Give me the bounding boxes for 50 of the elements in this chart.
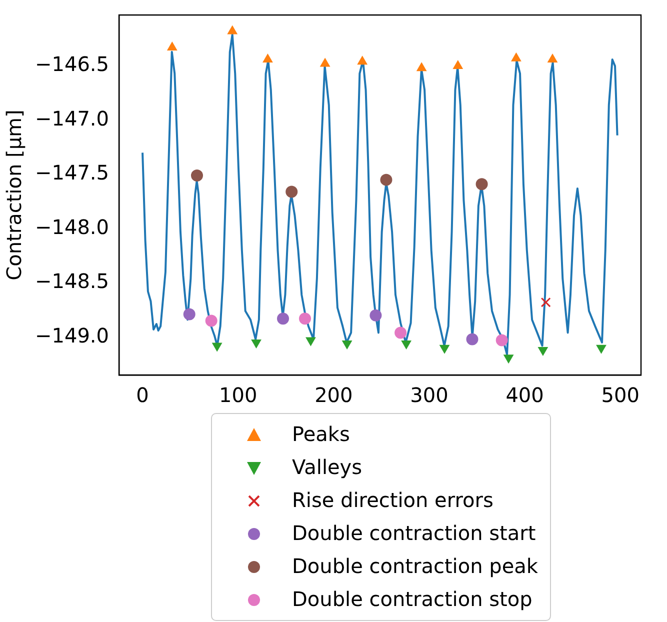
y-tick-label: −148.5	[35, 269, 110, 294]
point	[183, 308, 196, 320]
x-tick-label: 400	[506, 383, 544, 408]
point	[538, 347, 548, 356]
point	[286, 186, 298, 198]
point	[370, 309, 382, 322]
point	[342, 340, 352, 350]
point	[439, 344, 450, 354]
point	[416, 62, 427, 72]
point	[452, 60, 464, 69]
x-tick-label: 200	[314, 383, 353, 408]
x-tick-label: 100	[218, 383, 258, 408]
point	[394, 326, 407, 339]
point	[547, 53, 558, 62]
point	[357, 56, 368, 65]
point	[540, 297, 551, 308]
legend-label: Double contraction stop	[292, 586, 532, 613]
point	[596, 344, 606, 354]
y-tick-label: −149.0	[35, 323, 110, 348]
point	[251, 339, 262, 348]
point	[380, 174, 392, 186]
y-tick-label: −146.5	[35, 52, 110, 76]
y-tick-label: −148.0	[35, 214, 110, 239]
legend-label: Peaks	[292, 421, 350, 448]
point	[277, 312, 290, 325]
point	[212, 342, 222, 352]
point	[476, 178, 488, 190]
point	[401, 340, 412, 350]
legend-label: Rise direction errors	[292, 487, 494, 514]
point	[298, 312, 311, 325]
point	[166, 42, 178, 51]
point	[496, 334, 508, 346]
point	[262, 53, 273, 62]
legend-label: Double contraction peak	[292, 553, 538, 580]
x-tick-label: 0	[136, 383, 149, 408]
y-axis-title: Contraction [μm]	[2, 110, 26, 280]
legend-label: Double contraction start	[292, 520, 536, 547]
point	[510, 52, 522, 62]
y-tick-label: −147.5	[35, 160, 110, 185]
point	[190, 169, 203, 182]
point	[227, 25, 238, 34]
x-tick-label: 500	[601, 383, 640, 408]
y-tick-label: −147.0	[35, 106, 110, 130]
point	[466, 333, 478, 346]
point	[503, 354, 514, 364]
point	[205, 314, 218, 327]
point	[320, 58, 330, 67]
legend-label: Valleys	[292, 454, 362, 481]
point	[306, 337, 316, 346]
x-tick-label: 300	[410, 383, 448, 408]
